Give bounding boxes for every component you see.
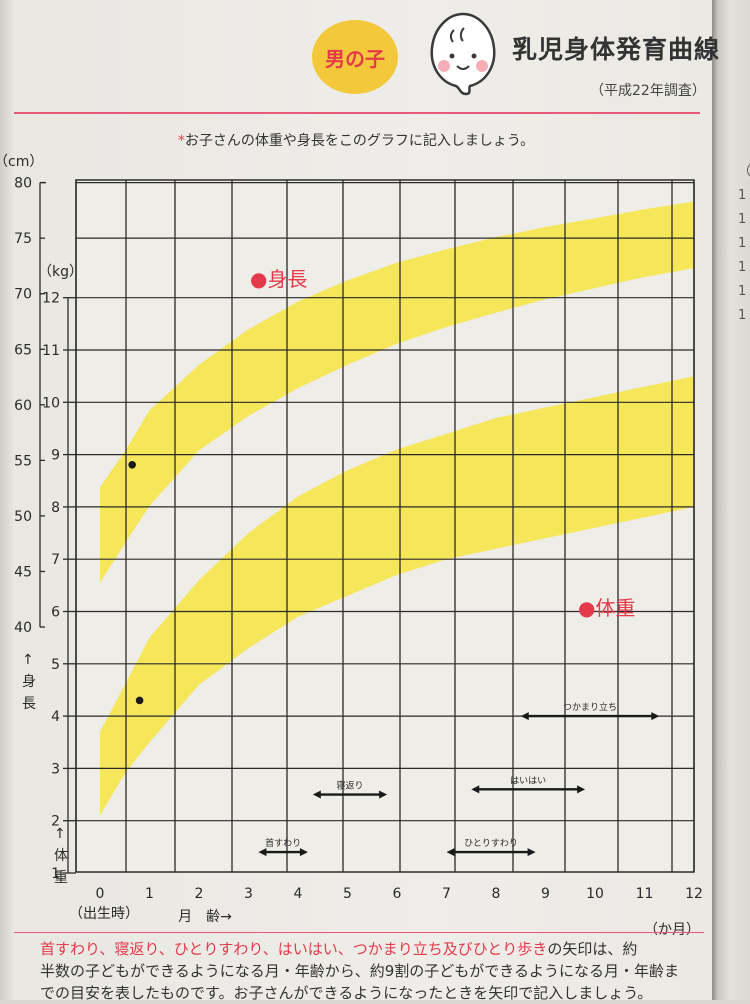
milestone-arrow-head-left: [520, 712, 529, 721]
weight-tick-label: 2: [51, 814, 60, 830]
height-axis-title-char: ↑: [22, 652, 34, 668]
month-tick-label: 3: [244, 886, 253, 902]
height-tick-label: 75: [14, 231, 32, 247]
month-tick-label: 8: [492, 886, 501, 902]
height-tick-label: 40: [14, 620, 32, 636]
height-tick-label: 60: [14, 398, 32, 414]
weight-tick-label: 6: [51, 605, 60, 621]
header-divider: [14, 112, 700, 114]
milestone-arrow-head-right: [577, 785, 586, 794]
month-tick-label: 7: [442, 886, 451, 902]
weight-axis-title-char: 重: [54, 870, 68, 886]
weight-tick-label: 11: [42, 343, 60, 359]
weight-tick-label: 9: [51, 448, 60, 464]
month-tick-label: 12: [685, 886, 703, 902]
footer-line-1: 首すわり、寝返り、ひとりすわり、はいはい、つかまり立ち及びひとり歩きの矢印は、約: [40, 938, 706, 960]
height-series-label: ●身長: [250, 267, 307, 291]
facing-page-edge: [712, 0, 750, 1000]
height-axis-title-char: 長: [22, 696, 36, 712]
weight-tick-label: 4: [51, 709, 60, 725]
milestone-label: 寝返り: [336, 780, 363, 792]
weight-series-label: ●体重: [578, 596, 635, 620]
plot-border: [75, 179, 695, 873]
month-tick-label: 6: [393, 886, 402, 902]
gender-badge: 男の子: [312, 20, 398, 94]
height-tick-label: 70: [14, 287, 32, 303]
height-tick-label: 50: [14, 509, 32, 525]
mascot-icon: [430, 12, 496, 96]
footer-divider: [14, 932, 704, 933]
weight-axis-title-char: ↑: [54, 826, 66, 842]
month-tick-label: 1: [145, 886, 154, 902]
weight-tick-label: 10: [42, 395, 60, 411]
recorded-data-point: [128, 460, 136, 469]
height-tick-label: 55: [14, 453, 32, 469]
instruction-mark: *: [177, 133, 185, 149]
milestone-arrow-head-right: [527, 848, 536, 857]
milestone-arrow-head-left: [446, 848, 455, 857]
birth-label: （出生時）: [69, 906, 139, 922]
weight-tick-label: 8: [51, 500, 60, 516]
milestone-arrow-head-right: [651, 712, 660, 721]
milestone-label: はいはい: [510, 775, 546, 786]
month-unit-label: （か月）: [644, 922, 700, 935]
height-axis-title-char: 身: [22, 674, 36, 690]
footer-line-2: 半数の子どもができるようになる月・年齢から、約9割の子どもができるようになる月・…: [40, 962, 679, 980]
weight-tick-label: 12: [42, 291, 60, 307]
height-tick-label: 80: [14, 176, 32, 192]
weight-tick-label: 7: [51, 552, 60, 568]
page-title: 乳児身体発育曲線: [512, 35, 721, 64]
height-percentile-band: [100, 201, 694, 583]
milestone-arrow-head-right: [379, 790, 388, 799]
month-tick-label: 10: [586, 886, 604, 902]
month-tick-label: 4: [294, 886, 303, 902]
month-tick-label: 2: [195, 886, 204, 902]
footer-note: 首すわり、寝返り、ひとりすわり、はいはい、つかまり立ち及びひとり歩きの矢印は、約…: [40, 938, 706, 1004]
facing-page-text: （c 1 1 1 1 1 1: [738, 164, 750, 323]
instruction-text: *お子さんの体重や身長をこのグラフに記入しましょう。: [0, 130, 712, 150]
weight-tick-label: 1: [51, 866, 60, 882]
milestone-label: 首すわり: [265, 837, 301, 849]
height-tick-label: 45: [14, 564, 32, 580]
milestone-label: つかまり立ち: [563, 701, 617, 713]
milestone-arrow-head-right: [299, 848, 308, 857]
height-tick-label: 65: [14, 342, 32, 358]
milestone-names: 首すわり、寝返り、ひとりすわり、はいはい、つかまり立ち及びひとり歩き: [40, 940, 548, 958]
month-tick-label: 5: [343, 886, 352, 902]
weight-axis-title-char: 体: [54, 848, 68, 864]
footer-line-3: での目安を表したものです。お子さんができるようになったときを矢印で記入しましょう…: [40, 984, 653, 1002]
milestone-arrow-head-left: [312, 790, 321, 799]
milestone-arrow-head-left: [258, 848, 267, 857]
month-tick-label: 11: [636, 886, 654, 902]
instruction-body: お子さんの体重や身長をこのグラフに記入しましょう。: [184, 133, 535, 149]
footer-line-1-rest: の矢印は、約: [547, 940, 638, 958]
height-unit-label: （cm）: [0, 154, 43, 170]
page-subtitle: （平成22年調査）: [590, 83, 706, 99]
milestone-label: ひとりすわり: [464, 838, 518, 849]
milestone-arrow-head-left: [471, 785, 480, 794]
x-axis-title: 月 齢→: [178, 909, 232, 925]
recorded-data-point: [135, 696, 144, 705]
weight-tick-label: 3: [51, 761, 60, 777]
month-tick-label: 0: [96, 886, 105, 902]
badge-label: 男の子: [325, 46, 385, 71]
weight-percentile-band: [100, 376, 694, 816]
weight-tick-label: 5: [51, 657, 60, 673]
growth-chart: 404550556065707580（cm）123456789101112（kg…: [0, 154, 703, 935]
weight-unit-label: （kg）: [38, 264, 83, 280]
month-tick-label: 9: [541, 886, 550, 902]
